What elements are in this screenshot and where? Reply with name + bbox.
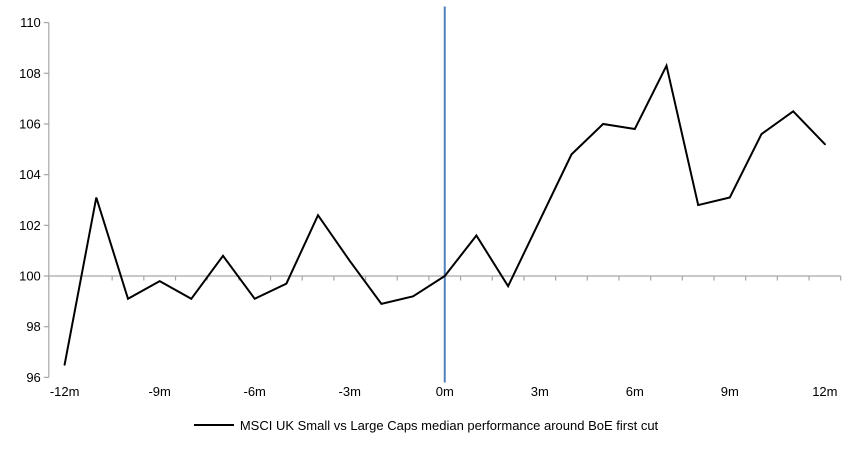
y-tick-label: 108 bbox=[19, 66, 41, 81]
y-tick-label: 110 bbox=[20, 15, 41, 30]
x-tick-label: -6m bbox=[243, 384, 265, 399]
x-tick-label: 6m bbox=[626, 384, 644, 399]
x-axis: -12m -9m -6m -3m 0m 3m 6m 9m 12m bbox=[48, 275, 842, 399]
x-tick-label: -12m bbox=[50, 384, 80, 399]
x-tick-label: -3m bbox=[339, 384, 361, 399]
y-tick-label: 104 bbox=[19, 167, 41, 182]
y-tick-label: 96 bbox=[26, 370, 40, 385]
y-tick-label: 100 bbox=[19, 269, 41, 284]
y-axis: 96 98 100 102 104 106 108 110 bbox=[19, 15, 50, 385]
y-tick-label: 102 bbox=[19, 218, 41, 233]
x-tick-label: 12m bbox=[812, 384, 837, 399]
legend-label: MSCI UK Small vs Large Caps median perfo… bbox=[239, 417, 659, 433]
legend-line-swatch bbox=[193, 424, 234, 426]
legend: MSCI UK Small vs Large Caps median perfo… bbox=[0, 416, 852, 434]
performance-line bbox=[63, 62, 826, 366]
y-tick-label: 106 bbox=[19, 116, 41, 131]
x-tick-label: 9m bbox=[721, 384, 739, 399]
x-tick-label: 3m bbox=[531, 384, 549, 399]
x-tick-label: 0m bbox=[436, 384, 454, 399]
x-tick-label: -9m bbox=[148, 384, 170, 399]
y-tick-label: 98 bbox=[26, 319, 40, 334]
